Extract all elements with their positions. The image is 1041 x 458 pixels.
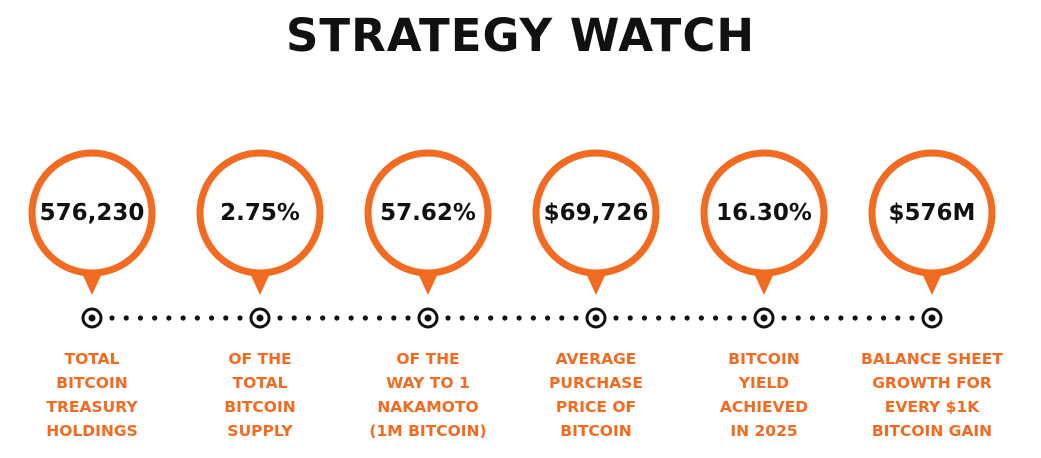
metric-circle	[868, 149, 996, 277]
timeline-node-center	[88, 314, 96, 322]
timeline-dot	[727, 315, 733, 321]
timeline-dot	[613, 315, 619, 321]
timeline-dot	[459, 315, 465, 321]
timeline-node-center	[592, 314, 600, 322]
timeline-dot	[348, 315, 354, 321]
timeline-dot	[180, 315, 186, 321]
timeline-dot	[223, 315, 229, 321]
timeline-dot	[152, 315, 158, 321]
timeline-dots	[109, 315, 915, 321]
metric-caption-treasury-holdings: TOTAL BITCOIN TREASURY HOLDINGS	[46, 350, 138, 440]
timeline-dot	[641, 315, 648, 321]
timeline-dot	[488, 315, 494, 321]
timeline-node-center	[256, 314, 264, 322]
timeline-node-center	[928, 314, 936, 322]
timeline-dot	[109, 315, 115, 321]
timeline-dot	[656, 315, 662, 321]
timeline-dot	[362, 315, 368, 321]
timeline-dot	[291, 315, 297, 321]
timeline-node-center	[424, 314, 432, 322]
metric-value-supply-share: 2.75%	[220, 200, 300, 226]
metric-caption-bitcoin-yield: BITCOIN YIELD ACHIEVED IN 2025	[719, 350, 809, 440]
metric-value-nakamoto-progress: 57.62%	[380, 200, 476, 226]
timeline-dot	[824, 315, 830, 321]
metric-circle	[364, 149, 492, 277]
timeline-dot	[376, 315, 383, 321]
timeline-dot	[320, 315, 326, 321]
timeline-dot	[627, 315, 633, 321]
timeline-dot	[166, 315, 172, 321]
metric-circle	[28, 149, 156, 277]
metric-circle	[532, 149, 660, 277]
timeline-dot	[559, 315, 565, 321]
timeline-dot	[445, 315, 451, 321]
timeline-dot	[712, 315, 719, 321]
metric-circle	[700, 149, 828, 277]
timeline-dot	[473, 315, 480, 321]
timeline-dot	[305, 315, 312, 321]
timeline-dot	[838, 315, 844, 321]
timeline-dot	[781, 315, 787, 321]
metric-value-treasury-holdings: 576,230	[39, 200, 145, 226]
timeline-dot	[670, 315, 676, 321]
metric-caption-supply-share: OF THE TOTAL BITCOIN SUPPLY	[224, 350, 296, 440]
timeline-dot	[277, 315, 283, 321]
page-title: STRATEGY WATCH	[285, 9, 756, 62]
timeline-dot	[530, 315, 536, 321]
metric-value-bitcoin-yield: 16.30%	[716, 200, 812, 226]
timeline-dot	[123, 315, 129, 321]
metric-value-average-price: $69,726	[543, 200, 649, 226]
timeline-dot	[809, 315, 816, 321]
timeline-dot	[516, 315, 522, 321]
timeline-dot	[852, 315, 858, 321]
timeline-dot	[880, 315, 887, 321]
metric-circle	[196, 149, 324, 277]
timeline-dot	[405, 315, 411, 321]
timeline-dot	[237, 315, 243, 321]
timeline-dot	[741, 315, 747, 321]
timeline-dot	[895, 315, 901, 321]
timeline-dot	[866, 315, 872, 321]
timeline-dot	[684, 315, 690, 321]
timeline-node-center	[760, 314, 768, 322]
timeline-dot	[391, 315, 397, 321]
timeline-dot	[573, 315, 579, 321]
timeline-dot	[795, 315, 801, 321]
timeline-dot	[334, 315, 340, 321]
metric-caption-balance-sheet-growth: BALANCE SHEET GROWTH FOR EVERY $1K BITCO…	[861, 350, 1003, 440]
metric-caption-average-price: AVERAGE PURCHASE PRICE OF BITCOIN	[549, 350, 643, 440]
timeline-dot	[194, 315, 200, 321]
metric-caption-nakamoto-progress: OF THE WAY TO 1 NAKAMOTO (1M BITCOIN)	[369, 350, 487, 440]
timeline-dot	[502, 315, 508, 321]
metric-value-balance-sheet-growth: $576M	[888, 200, 976, 226]
timeline-dot	[698, 315, 704, 321]
timeline-dot	[544, 315, 551, 321]
timeline-dot	[137, 315, 144, 321]
timeline-dot	[909, 315, 915, 321]
timeline-dot	[208, 315, 215, 321]
